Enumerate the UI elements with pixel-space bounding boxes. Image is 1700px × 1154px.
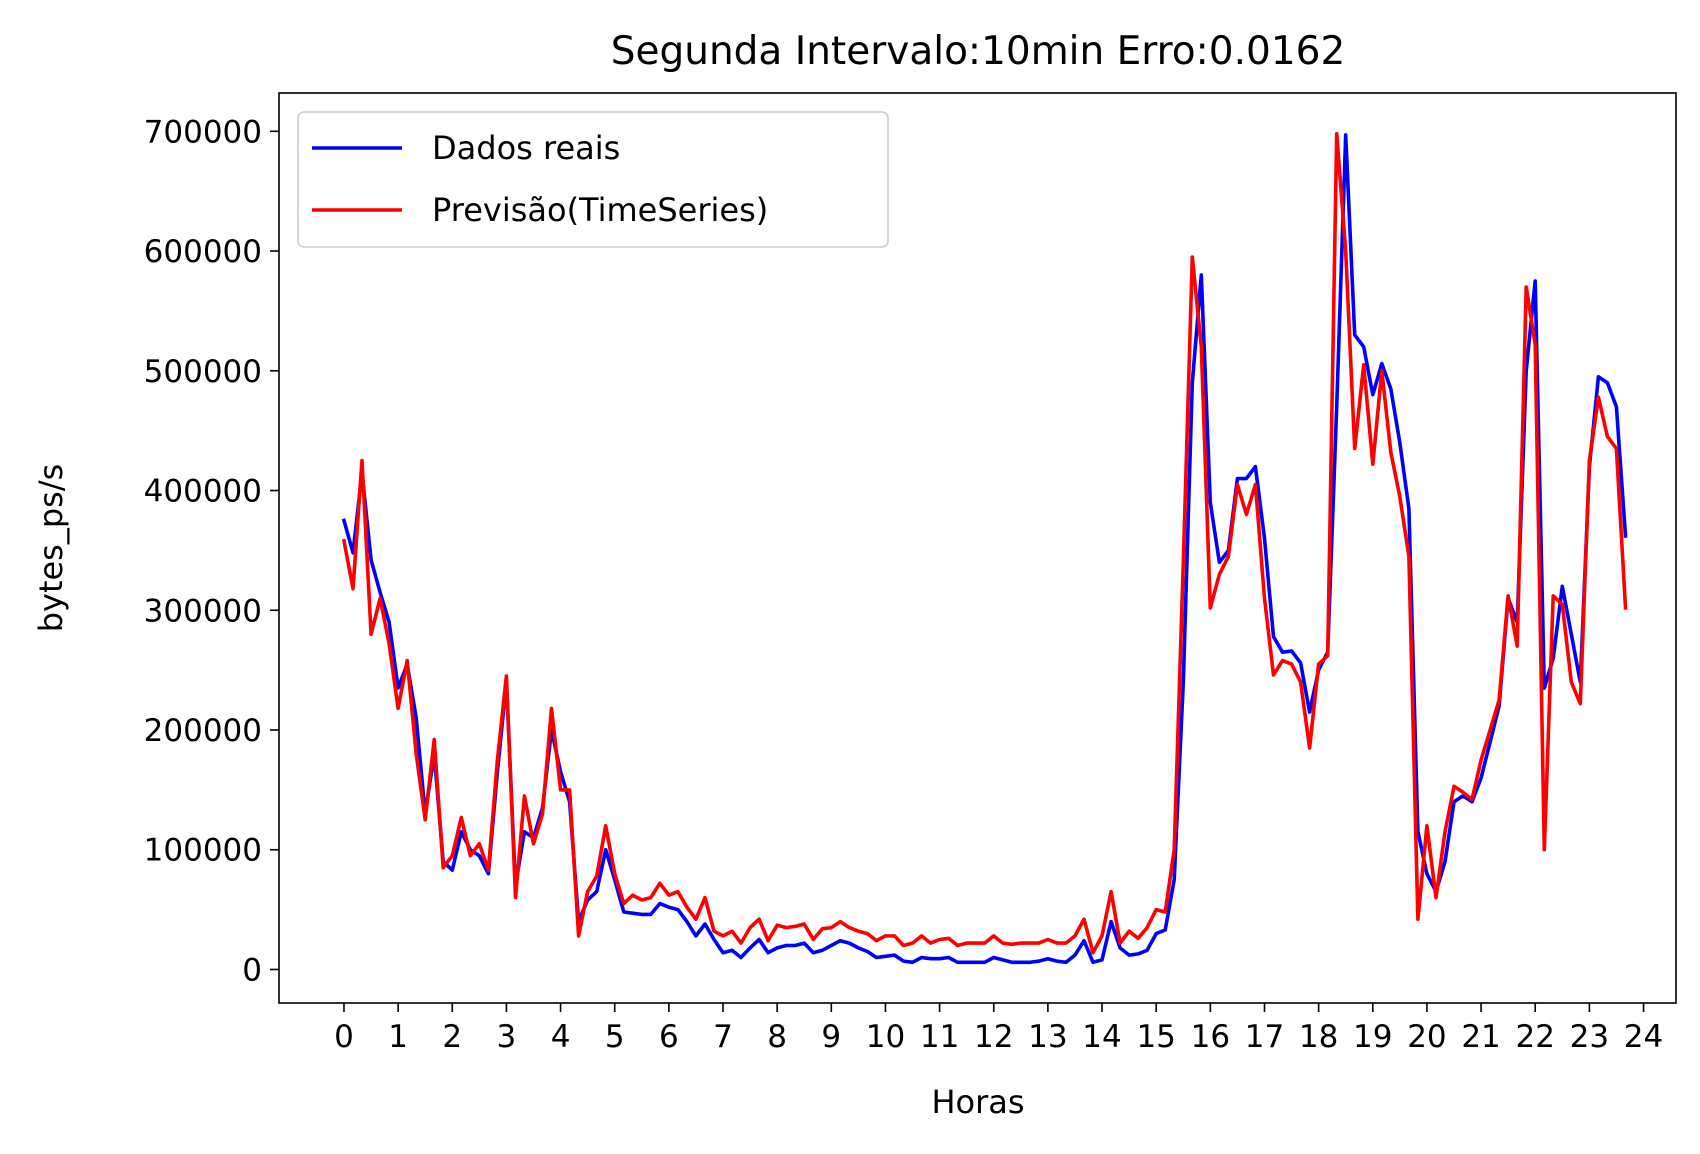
x-tick-label: 20 xyxy=(1407,1019,1446,1055)
x-tick-label: 13 xyxy=(1028,1019,1067,1055)
x-tick-label: 1 xyxy=(388,1019,408,1055)
legend-label-dados-reais: Dados reais xyxy=(432,129,620,167)
series-layer xyxy=(341,131,1628,965)
y-tick-label: 200000 xyxy=(144,713,262,749)
x-tick-label: 19 xyxy=(1353,1019,1392,1055)
x-tick-label: 9 xyxy=(821,1019,841,1055)
x-tick-label: 17 xyxy=(1245,1019,1284,1055)
x-tick-label: 3 xyxy=(497,1019,517,1055)
y-tick-label: 600000 xyxy=(144,234,262,270)
x-tick-label: 0 xyxy=(334,1019,354,1055)
x-tick-label: 16 xyxy=(1191,1019,1230,1055)
y-tick-label: 0 xyxy=(242,952,262,988)
x-axis: 0 1 2 3 4 5 6 7 8 9 10 11 12 13 14 15 16 17 18 19 20 21 22 23 24 xyxy=(334,1003,1663,1055)
x-tick-label: 6 xyxy=(659,1019,679,1055)
x-axis-label: Horas xyxy=(931,1083,1024,1121)
y-tick-label: 100000 xyxy=(144,833,262,869)
x-tick-label: 10 xyxy=(866,1019,905,1055)
x-tick-label: 4 xyxy=(551,1019,571,1055)
y-tick-label: 700000 xyxy=(144,114,262,150)
x-tick-label: 22 xyxy=(1515,1019,1554,1055)
chart-title: Segunda Intervalo:10min Erro:0.0162 xyxy=(611,29,1346,74)
x-tick-label: 24 xyxy=(1624,1019,1663,1055)
y-axis-label: bytes_ps/s xyxy=(32,464,70,633)
x-tick-label: 23 xyxy=(1570,1019,1609,1055)
y-tick-label: 500000 xyxy=(144,354,262,390)
series-line-1 xyxy=(341,131,1628,955)
legend: Dados reais Previsão(TimeSeries) xyxy=(297,111,889,248)
x-tick-label: 21 xyxy=(1461,1019,1500,1055)
x-tick-label: 12 xyxy=(974,1019,1013,1055)
x-tick-label: 2 xyxy=(442,1019,462,1055)
y-axis: 0 100000 200000 300000 400000 500000 600000 700… xyxy=(144,114,279,988)
legend-frame xyxy=(297,111,889,248)
x-tick-label: 15 xyxy=(1136,1019,1175,1055)
plot-frame xyxy=(278,92,1677,1004)
x-tick-label: 5 xyxy=(605,1019,625,1055)
x-tick-label: 7 xyxy=(713,1019,733,1055)
x-tick-label: 18 xyxy=(1299,1019,1338,1055)
x-tick-label: 14 xyxy=(1082,1019,1121,1055)
legend-label-previsao: Previsão(TimeSeries) xyxy=(432,191,768,229)
y-tick-label: 400000 xyxy=(144,474,262,510)
x-tick-label: 8 xyxy=(767,1019,787,1055)
y-tick-label: 300000 xyxy=(144,593,262,629)
x-tick-label: 11 xyxy=(920,1019,959,1055)
